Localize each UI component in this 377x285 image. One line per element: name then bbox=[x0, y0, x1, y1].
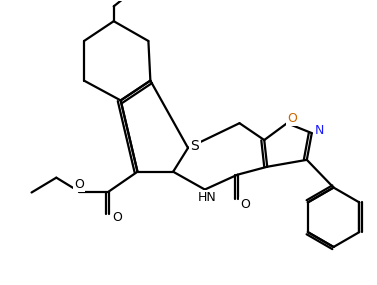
Text: O: O bbox=[74, 178, 84, 191]
Text: S: S bbox=[190, 139, 199, 153]
Text: O: O bbox=[241, 198, 250, 211]
Text: N: N bbox=[315, 124, 324, 137]
Text: O: O bbox=[112, 211, 122, 224]
Text: HN: HN bbox=[198, 191, 216, 204]
Text: O: O bbox=[287, 112, 297, 125]
